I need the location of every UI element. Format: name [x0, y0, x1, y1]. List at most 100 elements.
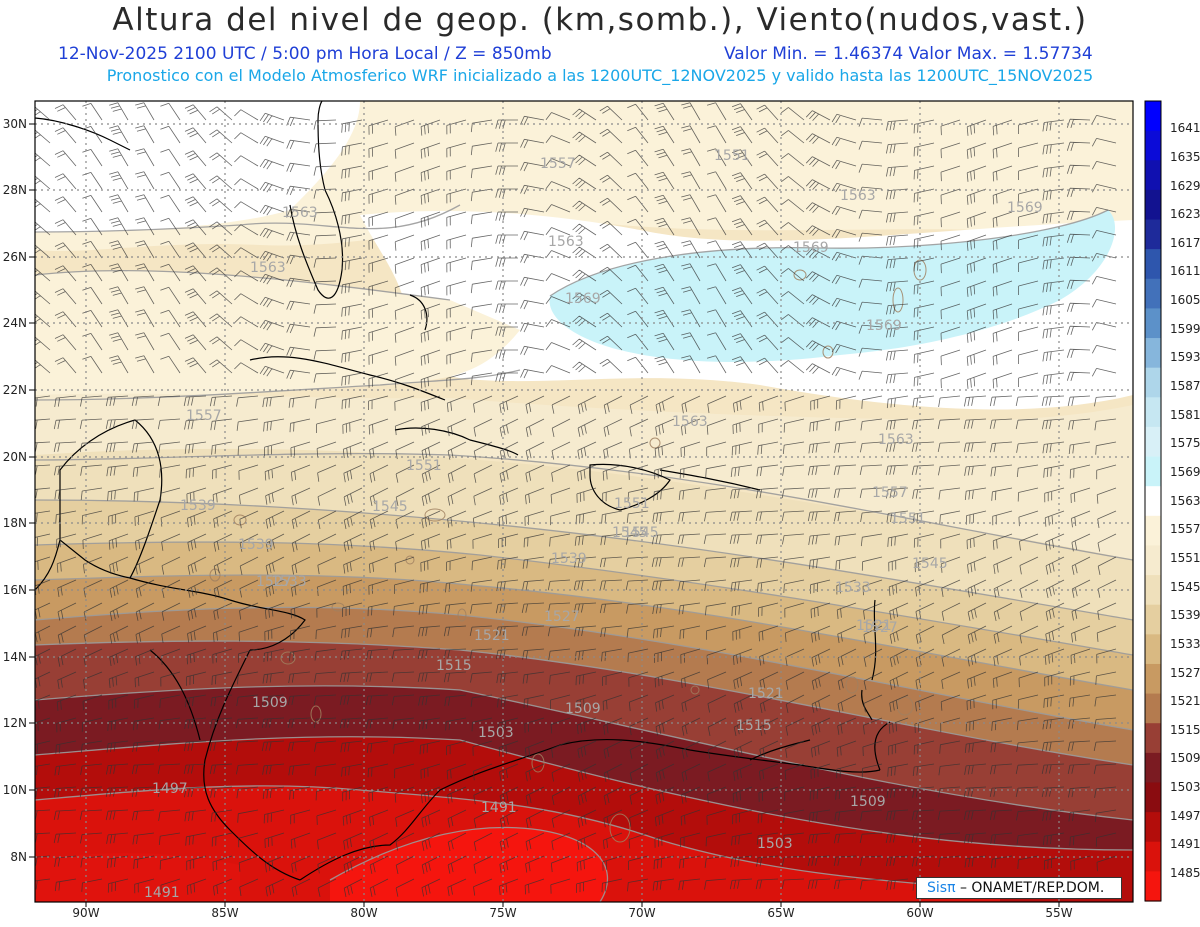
colorbar-swatch: [1145, 545, 1161, 576]
subtitle-datetime: 12-Nov-2025 2100 UTC / 5:00 pm Hora Loca…: [58, 44, 552, 64]
contour-label: 1563: [672, 414, 708, 430]
colorbar-label: 1569: [1170, 465, 1200, 479]
longitude-ticks: [85, 902, 1060, 907]
lon-label: 70W: [628, 906, 655, 920]
contour-label: 1515: [736, 718, 772, 734]
colorbar-swatch: [1145, 130, 1161, 161]
contour-label: 1551: [890, 511, 926, 527]
contour-label: 1533: [271, 574, 307, 590]
credit-sis: Sisπ: [927, 880, 956, 896]
lat-label: 24N: [3, 316, 27, 330]
contour-label: 1515: [436, 658, 472, 674]
credit-box: Sisπ – ONAMET/REP.DOM.: [916, 877, 1122, 899]
lat-label: 22N: [3, 383, 27, 397]
colorbar-label: 1611: [1170, 264, 1200, 278]
contour-label: 1569: [1007, 200, 1043, 216]
contour-label: 1569: [565, 291, 601, 307]
colorbar-swatch: [1145, 367, 1161, 398]
colorbar-swatch: [1145, 752, 1161, 784]
colorbar-label: 1515: [1170, 723, 1200, 737]
colorbar-swatch: [1145, 486, 1161, 517]
colorbar-label: 1539: [1170, 608, 1200, 622]
colorbar-swatch: [1145, 634, 1161, 665]
lat-label: 18N: [3, 516, 27, 530]
contour-label: 1545: [612, 525, 648, 541]
contour-label: 1545: [623, 525, 659, 541]
lat-label: 30N: [3, 117, 27, 131]
contour-label: 1521: [748, 686, 784, 702]
wind-barb-lines: [35, 102, 1117, 897]
lon-label: 60W: [906, 906, 933, 920]
colorbar-swatch: [1145, 663, 1161, 695]
colorbar-swatch: [1145, 871, 1161, 902]
plot-frame: [34, 100, 1134, 903]
colorbar-label: 1485: [1170, 866, 1200, 880]
colorbar-swatch: [1145, 278, 1161, 310]
colorbar-swatch: [1145, 189, 1161, 221]
colorbar-label: 1587: [1170, 379, 1200, 393]
colorbar-swatch: [1145, 101, 1161, 132]
contour-label: 1539: [238, 537, 274, 553]
colorbar-swatch: [1145, 812, 1161, 843]
contour-label: 1509: [252, 695, 288, 711]
contour-label: 1545: [912, 556, 948, 572]
forecast-note: Pronostico con el Modelo Atmosferico WRF…: [106, 66, 1094, 85]
colorbar-swatch: [1145, 841, 1161, 872]
colorbar-label: 1545: [1170, 580, 1200, 594]
contour-label: 1527: [862, 620, 898, 636]
subtitle-minmax: Valor Min. = 1.46374 Valor Max. = 1.5773…: [724, 44, 1093, 64]
lon-label: 80W: [350, 906, 377, 920]
contour-label: 1563: [878, 432, 914, 448]
colorbar-label: 1503: [1170, 780, 1200, 794]
contour-label: 1509: [850, 794, 886, 810]
colorbar-label: 1617: [1170, 236, 1200, 250]
contour-label: 1569: [793, 240, 829, 256]
contour-label: 1551: [406, 458, 442, 474]
lon-label: 55W: [1045, 906, 1072, 920]
colorbar-label: 1623: [1170, 207, 1200, 221]
colorbar-swatch: [1145, 575, 1161, 606]
lat-label: 10N: [3, 783, 27, 797]
colorbar-swatch: [1145, 604, 1161, 635]
contour-label: 1491: [481, 800, 517, 816]
colorbar-label: 1635: [1170, 150, 1200, 164]
colorbar-label: 1491: [1170, 837, 1200, 851]
contour-label: 1527: [256, 574, 292, 590]
colorbar-swatch: [1145, 515, 1161, 547]
credit-org: – ONAMET/REP.DOM.: [959, 880, 1105, 896]
colorbar-swatch: [1145, 456, 1161, 487]
colorbar-swatch: [1145, 693, 1161, 724]
contour-label: 1521: [474, 628, 510, 644]
lon-label: 75W: [489, 906, 516, 920]
colorbar-label: 1551: [1170, 551, 1200, 565]
colorbar-swatch: [1145, 426, 1161, 458]
colorbar-label: 1509: [1170, 751, 1200, 765]
colorbar-label: 1581: [1170, 408, 1200, 422]
contour-label: 1503: [757, 836, 793, 852]
colorbar-label: 1521: [1170, 694, 1200, 708]
contour-label: 1563: [548, 234, 584, 250]
lon-label: 65W: [767, 906, 794, 920]
contour-label: 1551: [714, 148, 750, 164]
contour-labels: 1557 1551 1563 1563 1563 1563 1569 1569 …: [144, 148, 1043, 901]
contour-label: 1551: [614, 496, 650, 512]
lat-label: 26N: [3, 250, 27, 264]
colorbar-swatch: [1145, 782, 1161, 813]
colorbar-label: 1497: [1170, 809, 1200, 823]
colorbar-label: 1593: [1170, 350, 1200, 364]
lat-label: 20N: [3, 450, 27, 464]
colorbar-swatch: [1145, 338, 1161, 369]
colorbar-label: 1641: [1170, 121, 1200, 135]
contour-label: 1563: [282, 205, 318, 221]
lat-label: 28N: [3, 183, 27, 197]
contour-label: 1569: [866, 318, 902, 334]
colorbar-swatch: [1145, 397, 1161, 428]
colorbar-swatch: [1145, 308, 1161, 339]
contour-label: 1563: [840, 188, 876, 204]
colorbar-label: 1527: [1170, 666, 1200, 680]
lat-label: 12N: [3, 716, 27, 730]
colorbar-label: 1629: [1170, 179, 1200, 193]
colorbar-label: 1599: [1170, 322, 1200, 336]
colorbar: 1641 1635 1629 1623 1617 1611 1605 1599 …: [1144, 100, 1200, 902]
